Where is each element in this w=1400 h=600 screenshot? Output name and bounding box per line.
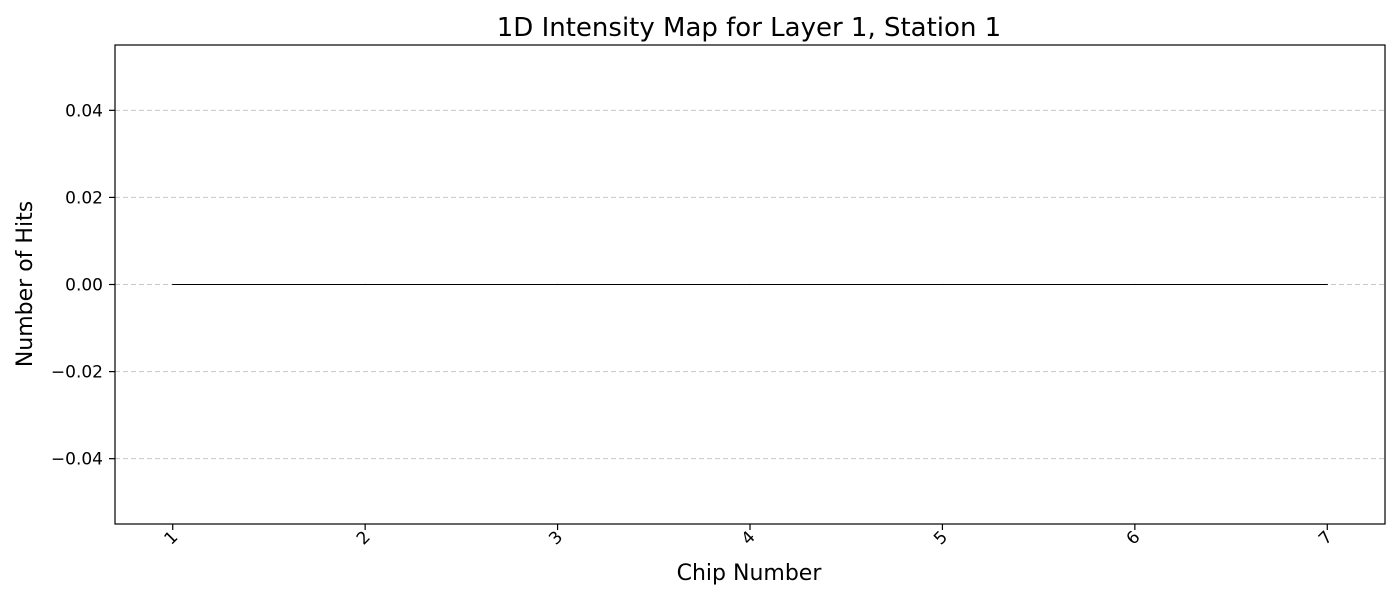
data-point	[749, 283, 751, 286]
y-axis-label: Number of Hits	[13, 201, 38, 367]
y-tick-label: 0.04	[65, 101, 103, 121]
data-series	[172, 283, 1328, 286]
y-tick-label: 0.02	[65, 188, 103, 208]
data-point	[1326, 283, 1328, 286]
x-tick-label: 3	[545, 527, 567, 549]
x-tick-label: 6	[1123, 527, 1145, 549]
x-tick-label: 7	[1315, 527, 1337, 549]
y-tick-label: −0.04	[51, 450, 103, 470]
x-axis-label: Chip Number	[677, 561, 823, 586]
y-axis-ticks: −0.04 −0.02 0.00 0.02 0.04	[51, 101, 115, 470]
y-tick-label: 0.00	[65, 276, 103, 296]
x-tick-label: 4	[738, 527, 760, 549]
data-point	[1134, 283, 1136, 286]
x-tick-label: 5	[930, 527, 952, 549]
x-tick-label: 2	[353, 527, 375, 549]
data-point	[364, 283, 366, 286]
x-axis-ticks: 1 2 3 4 5 6 7	[160, 524, 1337, 549]
data-point	[556, 283, 559, 286]
data-point	[941, 283, 944, 286]
x-tick-label: 1	[160, 527, 182, 549]
y-tick-label: −0.02	[51, 363, 103, 383]
chart-title: 1D Intensity Map for Layer 1, Station 1	[497, 13, 1001, 43]
data-point	[172, 283, 174, 286]
